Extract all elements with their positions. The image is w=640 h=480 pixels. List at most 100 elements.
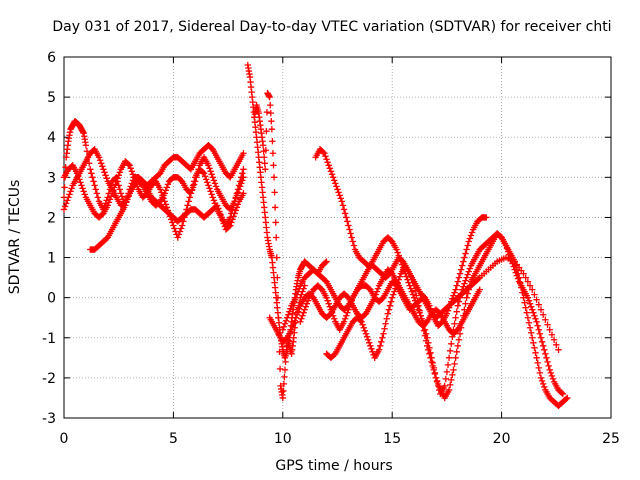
data-point [349, 238, 357, 245]
data-point [327, 168, 335, 175]
data-point [115, 182, 122, 189]
data-point [339, 202, 347, 209]
y-tick-label: 6 [47, 50, 56, 66]
data-point [298, 315, 305, 322]
data-point [205, 182, 212, 189]
data-point [174, 234, 181, 241]
data-point [285, 311, 292, 318]
data-point [446, 347, 454, 355]
data-point [382, 320, 389, 327]
data-point [532, 315, 539, 322]
data-point [279, 326, 286, 333]
data-point [326, 303, 334, 310]
data-point [73, 170, 81, 177]
data-point [530, 309, 537, 316]
data-point [397, 258, 405, 265]
data-point [420, 327, 428, 334]
data-point [520, 270, 527, 277]
data-point [374, 285, 382, 292]
data-point [217, 211, 224, 218]
data-point [323, 258, 330, 265]
data-point [190, 178, 198, 185]
data-point [210, 177, 218, 184]
data-point [444, 361, 452, 369]
data-point [160, 195, 167, 202]
data-point [460, 283, 467, 290]
data-point [537, 374, 545, 382]
data-point [92, 186, 99, 193]
data-point [276, 348, 283, 356]
data-point [66, 191, 73, 198]
data-point [325, 162, 332, 169]
data-point [533, 296, 540, 303]
data-point [532, 349, 539, 357]
y-tick-label: 4 [47, 130, 56, 146]
data-point [300, 309, 307, 316]
data-point [176, 228, 184, 235]
data-point [529, 286, 536, 293]
data-point [80, 188, 87, 195]
data-point [372, 291, 379, 298]
data-point [341, 315, 349, 322]
data-point [177, 225, 185, 232]
data-point [386, 302, 394, 309]
data-point [291, 317, 299, 324]
data-point [535, 326, 542, 333]
data-point [294, 288, 302, 295]
data-point [208, 191, 215, 198]
data-point [468, 229, 476, 236]
data-point [279, 394, 286, 402]
data-point [531, 291, 538, 298]
data-point [207, 188, 214, 195]
data-point [274, 294, 282, 301]
data-point [368, 345, 375, 353]
data-point [261, 154, 268, 161]
data-point [232, 194, 239, 201]
data-point [430, 366, 437, 374]
data-point [396, 273, 404, 280]
data-point [531, 312, 538, 319]
y-tick-label: 1 [47, 251, 56, 267]
series-arc8 [279, 254, 562, 354]
data-point [296, 305, 303, 312]
data-point [329, 174, 337, 181]
data-point [162, 201, 169, 208]
data-point [259, 142, 267, 149]
data-point [457, 266, 465, 273]
x-tick-label: 0 [60, 431, 69, 447]
data-point [541, 346, 548, 354]
data-point [530, 339, 537, 346]
data-point [506, 251, 513, 258]
data-point [299, 312, 306, 319]
data-point [524, 278, 532, 285]
data-point [157, 186, 164, 193]
data-point [110, 187, 117, 194]
data-point [210, 197, 218, 204]
data-point [62, 200, 70, 207]
data-point [442, 375, 450, 383]
data-point [158, 189, 165, 196]
data-point [521, 299, 528, 306]
data-point [362, 330, 370, 337]
data-point [282, 350, 290, 358]
y-tick-label: 5 [47, 90, 56, 106]
data-point [463, 294, 470, 301]
data-point [240, 166, 247, 173]
data-point [68, 185, 75, 192]
data-point [292, 294, 300, 301]
data-point [287, 305, 294, 312]
data-point [450, 292, 457, 299]
data-point [367, 342, 374, 349]
y-tick-label: 3 [47, 170, 56, 186]
data-point [334, 186, 341, 193]
data-point [381, 325, 388, 332]
x-tick-label: 10 [274, 431, 292, 447]
data-point [122, 202, 129, 209]
data-point [163, 184, 171, 191]
data-point [281, 320, 289, 327]
data-point [395, 252, 402, 259]
y-tick-label: 0 [47, 291, 56, 307]
data-point [466, 265, 474, 272]
data-point [239, 170, 246, 177]
